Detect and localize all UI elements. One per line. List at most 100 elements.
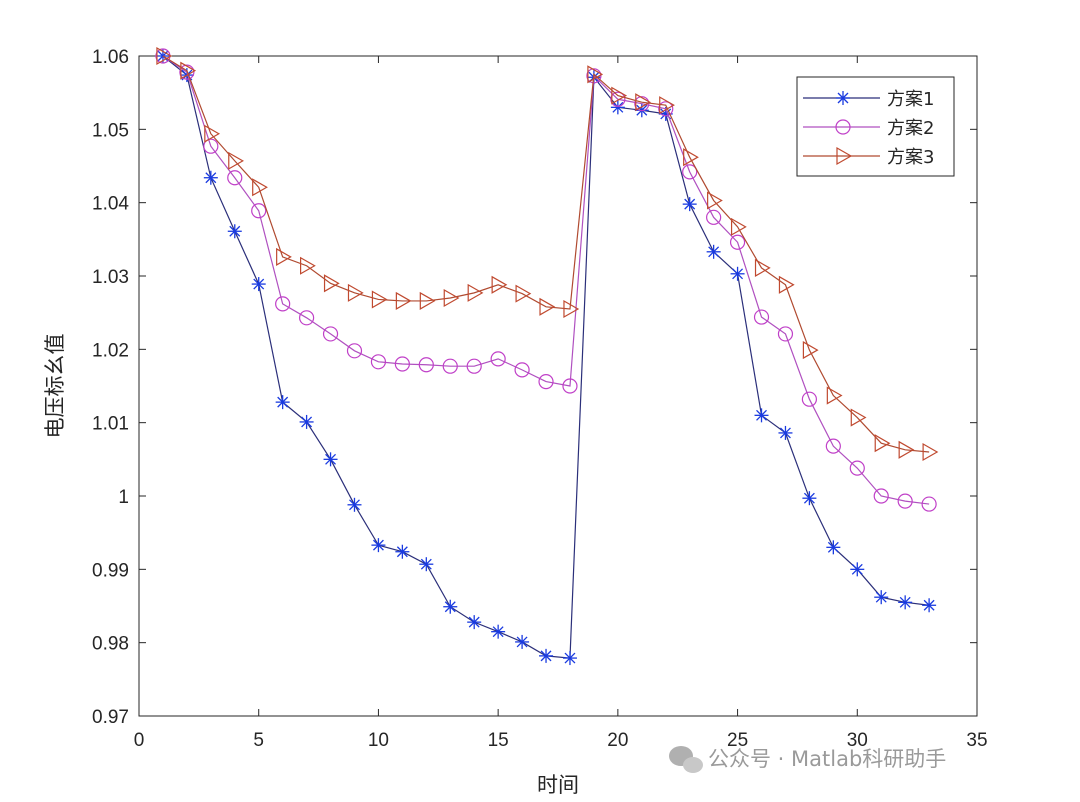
- data-point: [730, 217, 747, 236]
- data-point: [251, 203, 267, 219]
- data-point: [922, 442, 939, 462]
- data-point: [299, 414, 314, 429]
- data-point: [897, 493, 913, 509]
- y-tick-label: 1.03: [92, 267, 129, 288]
- data-point: [539, 648, 554, 663]
- data-point: [252, 178, 268, 197]
- data-point: [203, 170, 218, 185]
- legend-item: 方案3: [803, 146, 934, 168]
- data-point: [418, 357, 434, 373]
- x-tick-label: 20: [607, 730, 628, 751]
- y-tick-label: 0.99: [92, 560, 129, 581]
- legend-label: 方案2: [887, 118, 934, 139]
- data-point: [203, 138, 219, 154]
- data-point: [323, 452, 338, 467]
- data-point: [370, 354, 387, 370]
- data-point: [826, 386, 843, 405]
- data-point: [394, 356, 410, 372]
- x-tick-label: 15: [488, 730, 509, 751]
- y-tick-label: 1.01: [92, 414, 129, 435]
- data-point: [371, 290, 388, 309]
- series-line: [162, 55, 930, 453]
- data-point: [563, 299, 580, 319]
- series-3: [156, 46, 939, 462]
- data-point: [204, 124, 221, 143]
- data-point: [227, 224, 242, 239]
- data-point: [515, 284, 532, 303]
- data-point: [850, 562, 865, 577]
- data-point: [467, 615, 482, 630]
- data-point: [898, 440, 915, 459]
- data-point: [156, 46, 173, 66]
- data-point: [491, 275, 508, 294]
- y-axis-label: 电压标幺值: [43, 334, 67, 439]
- data-point: [706, 209, 722, 225]
- x-tick-label: 25: [727, 730, 748, 751]
- data-point: [707, 191, 723, 210]
- data-point: [850, 408, 867, 427]
- data-point: [227, 170, 243, 186]
- data-point: [874, 590, 889, 605]
- data-point: [922, 598, 937, 613]
- data-point: [371, 538, 386, 553]
- data-point: [275, 395, 290, 410]
- data-point: [251, 277, 266, 292]
- data-point: [586, 68, 602, 84]
- data-point: [610, 91, 626, 107]
- legend-marker: [835, 119, 851, 135]
- data-point: [538, 374, 554, 390]
- data-point: [802, 341, 819, 360]
- watermark: 公众号 · Matlab科研助手: [669, 746, 946, 773]
- data-point: [753, 309, 770, 325]
- legend-item: 方案1: [803, 89, 934, 110]
- data-point: [467, 283, 484, 302]
- data-point: [515, 634, 530, 649]
- data-point: [801, 391, 818, 407]
- data-point: [610, 100, 625, 115]
- data-point: [611, 86, 628, 105]
- data-point: [682, 197, 697, 212]
- data-point: [921, 496, 937, 512]
- data-point: [778, 425, 793, 440]
- x-tick-label: 5: [253, 730, 264, 751]
- x-tick-label: 10: [368, 730, 389, 751]
- data-point: [777, 326, 794, 342]
- data-point: [634, 96, 650, 112]
- data-point: [729, 234, 746, 250]
- data-point: [514, 362, 530, 378]
- data-point: [347, 283, 364, 302]
- data-point: [562, 378, 578, 394]
- data-point: [754, 258, 771, 277]
- data-point: [300, 256, 316, 275]
- y-tick-label: 0.98: [92, 634, 129, 655]
- series-line: [162, 55, 930, 505]
- legend-label: 方案1: [887, 89, 934, 110]
- data-point: [322, 326, 339, 342]
- data-point: [754, 408, 769, 423]
- data-point: [849, 460, 865, 476]
- data-point: [180, 61, 197, 80]
- data-point: [635, 93, 652, 112]
- data-point: [873, 488, 889, 504]
- wechat-icon: [669, 746, 703, 773]
- data-point: [658, 101, 674, 117]
- data-point: [682, 164, 698, 180]
- data-point: [443, 288, 460, 308]
- data-point: [730, 266, 745, 281]
- data-point: [395, 544, 410, 559]
- y-tick-label: 1.06: [92, 47, 129, 68]
- data-point: [443, 599, 458, 614]
- data-point: [874, 434, 891, 453]
- x-axis-label: 时间: [537, 773, 579, 797]
- svg-text:公众号 · Matlab科研助手: 公众号 · Matlab科研助手: [708, 747, 946, 771]
- legend-item: 方案2: [803, 118, 934, 139]
- legend-label: 方案3: [887, 147, 934, 168]
- data-point: [419, 291, 436, 310]
- series-2: [155, 48, 937, 512]
- data-point: [490, 351, 506, 367]
- data-point: [442, 358, 458, 374]
- y-tick-label: 1.04: [92, 194, 129, 215]
- x-tick-label: 35: [966, 730, 987, 751]
- y-tick-label: 1.02: [92, 340, 129, 361]
